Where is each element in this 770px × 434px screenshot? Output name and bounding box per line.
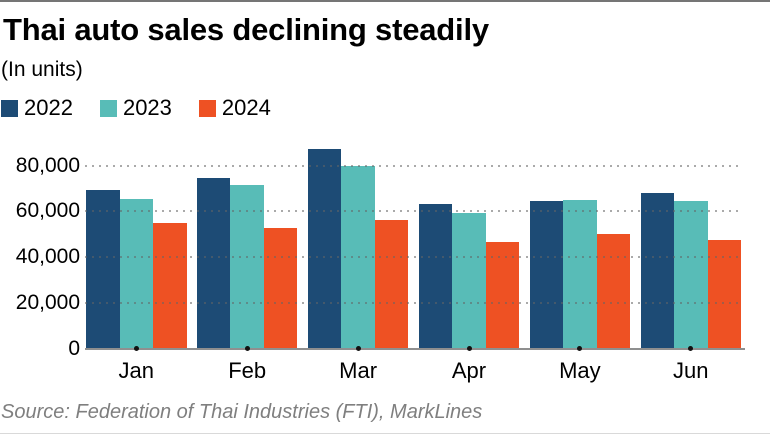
x-tick-dot-Jun <box>688 346 694 351</box>
y-tick-label-0: 0 <box>68 336 80 360</box>
x-tick-label-Jun: Jun <box>673 358 709 383</box>
y-tick-label-40,000: 40,000 <box>15 245 80 269</box>
bar-2023-May <box>563 199 597 349</box>
bar-2022-Jun <box>640 193 675 349</box>
bar-2022-Mar <box>307 149 342 349</box>
bar-2022-Feb <box>196 178 231 349</box>
y-tick-label-60,000: 60,000 <box>15 199 80 223</box>
bar-2023-Apr <box>452 212 486 349</box>
top-divider-rule <box>0 0 770 2</box>
bar-2023-Jan <box>119 198 154 349</box>
bar-2024-Apr <box>485 241 520 349</box>
x-tick-dot-Mar <box>355 346 361 351</box>
legend-item-2023: 2023 <box>99 95 172 121</box>
y-tick-label-20,000: 20,000 <box>15 290 80 314</box>
gridline-20,000 <box>85 301 742 304</box>
x-tick-dot-Apr <box>466 346 472 351</box>
x-tick-dot-May <box>577 346 583 351</box>
source-attribution: Source: Federation of Thai Industries (F… <box>1 401 483 423</box>
legend-swatch-2022 <box>1 99 18 117</box>
legend-item-2024: 2024 <box>198 95 271 121</box>
x-tick-dot-Jan <box>133 346 139 351</box>
bar-2023-Jun <box>674 201 708 349</box>
bar-2024-Mar <box>374 220 409 349</box>
legend-swatch-2023 <box>99 99 117 117</box>
legend-label-2023: 2023 <box>122 95 172 120</box>
gridline-80,000 <box>85 164 742 167</box>
chart-title: Thai auto sales declining steadily <box>3 12 489 47</box>
chart-subtitle: (In units) <box>1 58 83 81</box>
x-tick-label-Mar: Mar <box>339 358 378 383</box>
legend-label-2022: 2022 <box>24 95 73 120</box>
gridline-40,000 <box>85 256 742 259</box>
legend-swatch-2024 <box>198 99 216 117</box>
chart-legend: 2022 2023 2024 <box>1 95 271 121</box>
bar-2024-May <box>596 234 631 349</box>
bar-2024-Feb <box>263 227 298 349</box>
gridline-60,000 <box>85 210 742 213</box>
legend-label-2024: 2024 <box>221 95 271 120</box>
legend-item-2022: 2022 <box>1 95 73 121</box>
x-tick-label-May: May <box>559 358 601 383</box>
bar-2024-Jan <box>153 223 187 349</box>
x-tick-label-Feb: Feb <box>228 358 267 383</box>
bar-2022-May <box>529 200 564 349</box>
x-tick-label-Jan: Jan <box>118 358 155 383</box>
bar-2022-Jan <box>86 189 120 349</box>
x-tick-dot-Feb <box>244 346 250 351</box>
bar-2022-Apr <box>418 203 453 349</box>
x-tick-label-Apr: Apr <box>451 358 487 383</box>
x-axis-line <box>85 347 745 350</box>
y-tick-label-80,000: 80,000 <box>15 153 80 177</box>
